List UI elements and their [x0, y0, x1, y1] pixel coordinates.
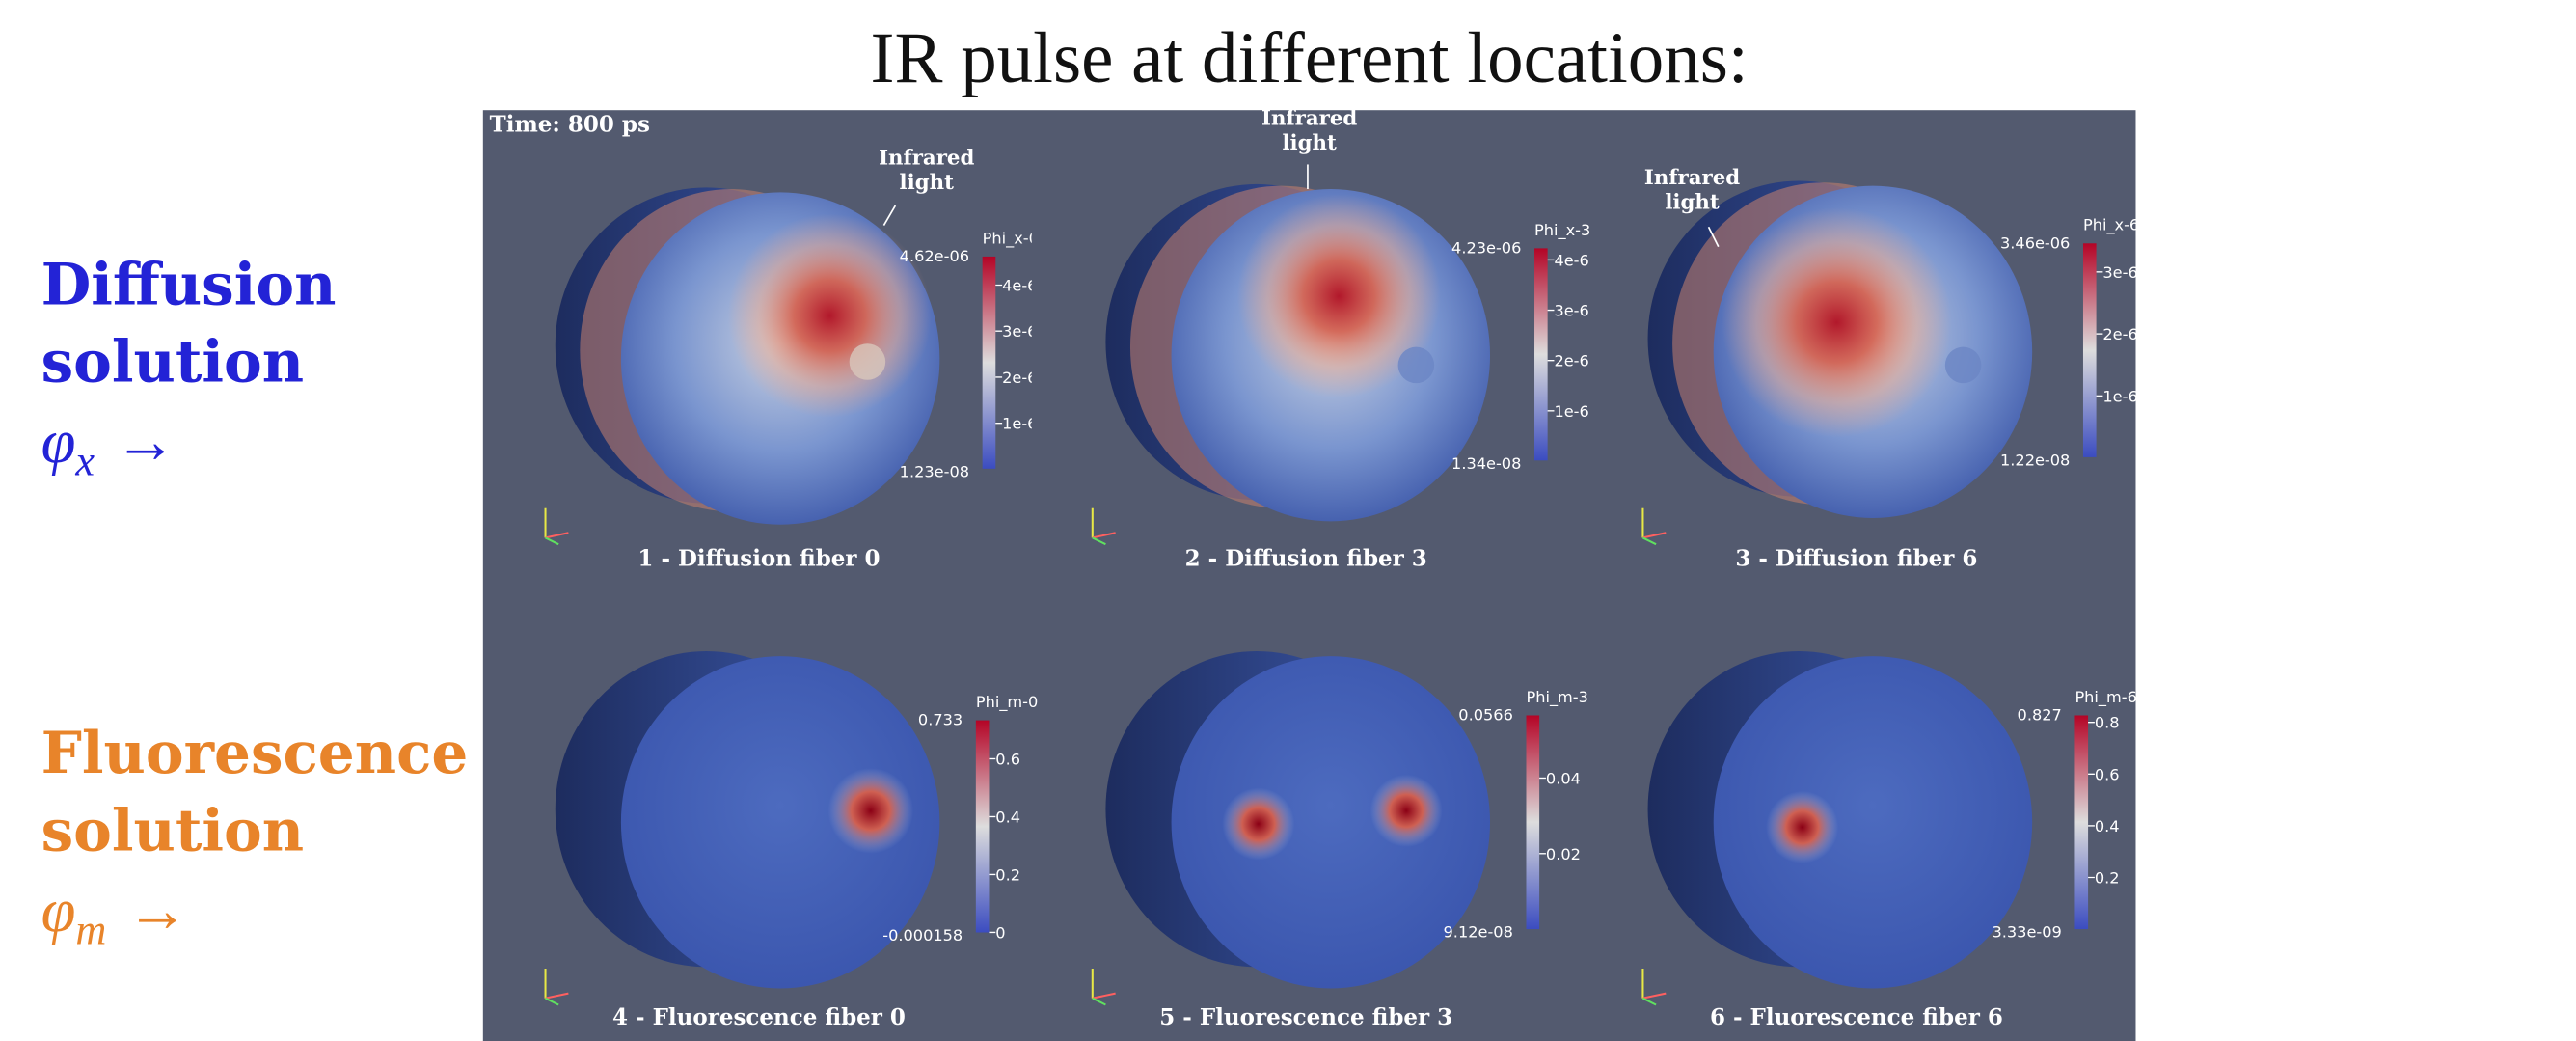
fiber-spot — [1398, 347, 1434, 384]
colorbar-tick-label: 1e-6 — [2102, 387, 2137, 405]
panel-caption: 6 - Fluorescence fiber 6 — [1710, 1004, 2003, 1030]
panel-caption: 3 - Diffusion fiber 6 — [1735, 545, 1977, 571]
subscript: m — [75, 906, 106, 953]
panel-caption: 2 - Diffusion fiber 3 — [1185, 545, 1427, 571]
annotation-line1: Infrared — [1261, 107, 1357, 131]
colorbar-bar — [2074, 715, 2088, 929]
colorbar-min: 1.34e-08 — [1451, 454, 1521, 473]
colorbar-title: Phi_x-0 — [983, 229, 1039, 248]
colorbar-title: Phi_m-6 — [2074, 688, 2136, 707]
colorbar-max: 0.827 — [2018, 706, 2062, 725]
panels: 1 - Diffusion fiber 0 Phi_x-0 4.62e-06 1.23… — [546, 107, 2140, 1030]
arrow: → — [115, 407, 177, 477]
hotspot — [1370, 775, 1443, 847]
colorbar-bar — [1534, 248, 1548, 460]
time-label: Time: 800 ps — [490, 111, 650, 137]
colorbar-tick-label: 0.6 — [2095, 765, 2120, 783]
hotspot — [1722, 207, 1951, 438]
slide: IR pulse at different locations: Time: 8… — [0, 0, 2576, 1041]
annotation-line2: light — [900, 171, 955, 195]
hotspot — [1766, 791, 1838, 863]
arrow: → — [126, 876, 189, 945]
colorbar-title: Phi_x-3 — [1534, 221, 1590, 240]
hotspot — [1222, 787, 1294, 860]
colorbar-max: 4.62e-06 — [900, 247, 969, 265]
annotation-line1: Infrared — [879, 146, 974, 170]
colorbar-tick-label: 0.02 — [1546, 845, 1581, 863]
slide-title: IR pulse at different locations: — [871, 18, 1749, 98]
row-label-line2: solution — [41, 328, 305, 396]
colorbar-tick-label: 3e-6 — [1554, 301, 1588, 319]
panel-caption: 1 - Diffusion fiber 0 — [637, 545, 880, 571]
colorbar-bar — [983, 257, 996, 469]
colorbar-tick-label: 2e-6 — [1554, 352, 1588, 370]
page: IR pulse at different locations: Time: 8… — [0, 0, 2576, 1041]
colorbar-min: 1.23e-08 — [900, 462, 969, 480]
colorbar-max: 4.23e-06 — [1451, 239, 1521, 258]
row-symbol: φm → — [41, 876, 189, 954]
colorbar-tick-label: 3e-6 — [2102, 263, 2137, 282]
row-label-line1: Diffusion — [41, 251, 337, 318]
colorbar-title: Phi_m-0 — [976, 693, 1038, 712]
colorbar-tick-label: 0.2 — [995, 865, 1020, 884]
hotspot — [728, 214, 932, 418]
panel-caption: 4 - Fluorescence fiber 0 — [612, 1004, 906, 1030]
colorbar-min: 1.22e-08 — [2000, 451, 2070, 469]
row-symbol: φx → — [41, 407, 177, 485]
colorbar-tick-label: 1e-6 — [1554, 402, 1588, 421]
colorbar-bar — [976, 721, 990, 933]
colorbar-tick-label: 0 — [995, 923, 1005, 942]
annotation-line1: Infrared — [1644, 166, 1740, 190]
colorbar-min: 3.33e-09 — [1992, 923, 2061, 942]
row-labels: Diffusionsolutionφx→Fluorescencesolution… — [41, 251, 469, 953]
colorbar-bar — [1526, 715, 1539, 929]
symbol: φ — [41, 876, 76, 945]
colorbar-max: 3.46e-06 — [2000, 233, 2070, 252]
colorbar-tick-label: 0.6 — [995, 750, 1020, 768]
mesh-front — [1172, 656, 1490, 988]
colorbar-title: Phi_x-6 — [2083, 216, 2139, 235]
colorbar-bar — [2083, 243, 2097, 457]
annotation-line2: light — [1282, 131, 1337, 155]
row-label-line1: Fluorescence — [41, 720, 469, 787]
colorbar-min: 9.12e-08 — [1444, 923, 1513, 942]
annotation-line2: light — [1665, 190, 1720, 214]
colorbar-min: -0.000158 — [882, 926, 963, 945]
hotspot — [828, 768, 914, 854]
colorbar-tick-label: 0.4 — [2095, 817, 2120, 836]
colorbar-title: Phi_m-3 — [1526, 688, 1587, 707]
colorbar-tick-label: 4e-6 — [1554, 251, 1588, 269]
fiber-spot — [850, 343, 885, 380]
symbol: φ — [41, 407, 76, 477]
colorbar-tick-label: 0.4 — [995, 808, 1020, 826]
colorbar-max: 0.0566 — [1458, 706, 1513, 725]
colorbar-tick-label: 2e-6 — [2102, 325, 2137, 343]
subscript: x — [74, 438, 95, 485]
fiber-spot — [1945, 347, 1981, 384]
colorbar-max: 0.733 — [918, 711, 963, 729]
panel-caption: 5 - Fluorescence fiber 3 — [1159, 1004, 1452, 1030]
mesh-front — [1714, 656, 2032, 988]
row-label-line2: solution — [41, 797, 305, 864]
colorbar-tick-label: 0.8 — [2095, 714, 2120, 732]
colorbar-tick-label: 0.2 — [2095, 868, 2120, 887]
colorbar-tick-label: 0.04 — [1546, 769, 1581, 787]
